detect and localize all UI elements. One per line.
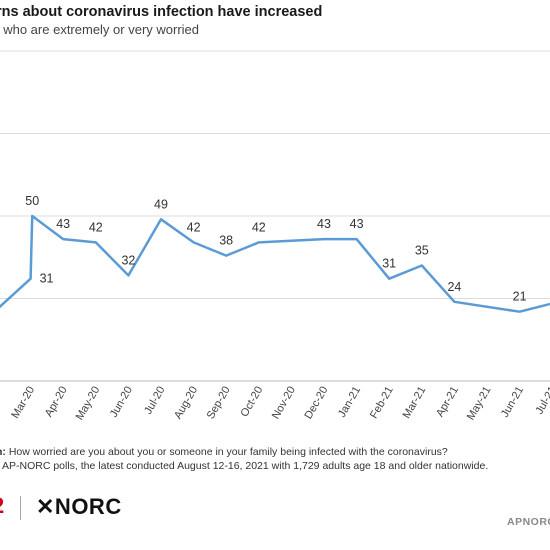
data-label: 42	[187, 220, 201, 234]
question-label: n:	[0, 446, 6, 458]
question-note: n: How worried are you about you or some…	[0, 446, 448, 458]
x-tick-label: Aug-20	[172, 385, 200, 422]
x-tick-label: Oct-20	[238, 385, 265, 420]
credit-text: APNORC	[507, 516, 550, 528]
source-note: AP-NORC polls, the latest conducted Augu…	[2, 460, 489, 472]
x-tick-label: Apr-20	[43, 385, 70, 420]
data-label: 42	[252, 220, 266, 234]
ap-logo: 2	[0, 495, 4, 517]
x-tick-label: Sep-20	[205, 385, 233, 422]
x-tick-label: Feb-21	[368, 385, 396, 421]
data-label: 38	[219, 234, 233, 248]
x-tick-label: May-20	[74, 385, 103, 423]
chart-title: rns about coronavirus infection have inc…	[0, 4, 323, 20]
x-tick-label: Mar-21	[401, 385, 429, 421]
line-chart: 23150434232494238424343313524212 Mar-20A…	[0, 50, 550, 423]
series-line	[0, 214, 550, 313]
question-text: How worried are you about you or someone…	[8, 446, 448, 458]
x-tick-label: Apr-21	[434, 385, 461, 420]
x-tick-label: Dec-20	[302, 385, 330, 422]
data-label: 31	[382, 257, 396, 271]
data-label: 49	[154, 197, 168, 211]
logo-divider	[20, 496, 21, 520]
x-tick-label: Jul-21	[533, 385, 550, 417]
data-label: 32	[121, 253, 135, 267]
x-tick-label: Jul-20	[142, 385, 167, 417]
data-label: 31	[40, 272, 54, 286]
data-label: 21	[513, 290, 527, 304]
chart-subtitle: t who are extremely or very worried	[0, 22, 200, 37]
x-tick-label: Nov-20	[270, 385, 298, 422]
data-label: 43	[317, 217, 331, 231]
data-label: 50	[25, 194, 39, 208]
x-tick-label: Mar-20	[9, 385, 37, 421]
data-label: 43	[56, 217, 70, 231]
x-tick-label: Jun-20	[108, 385, 135, 420]
x-tick-label: Jun-21	[499, 385, 526, 420]
norc-logo: ✕NORC	[36, 494, 122, 519]
data-label: 43	[350, 217, 364, 231]
x-tick-label: May-21	[465, 385, 494, 423]
data-label: 35	[415, 244, 429, 258]
x-tick-label: Jan-21	[336, 385, 363, 420]
data-label: 24	[447, 280, 461, 294]
data-label: 42	[89, 220, 103, 234]
